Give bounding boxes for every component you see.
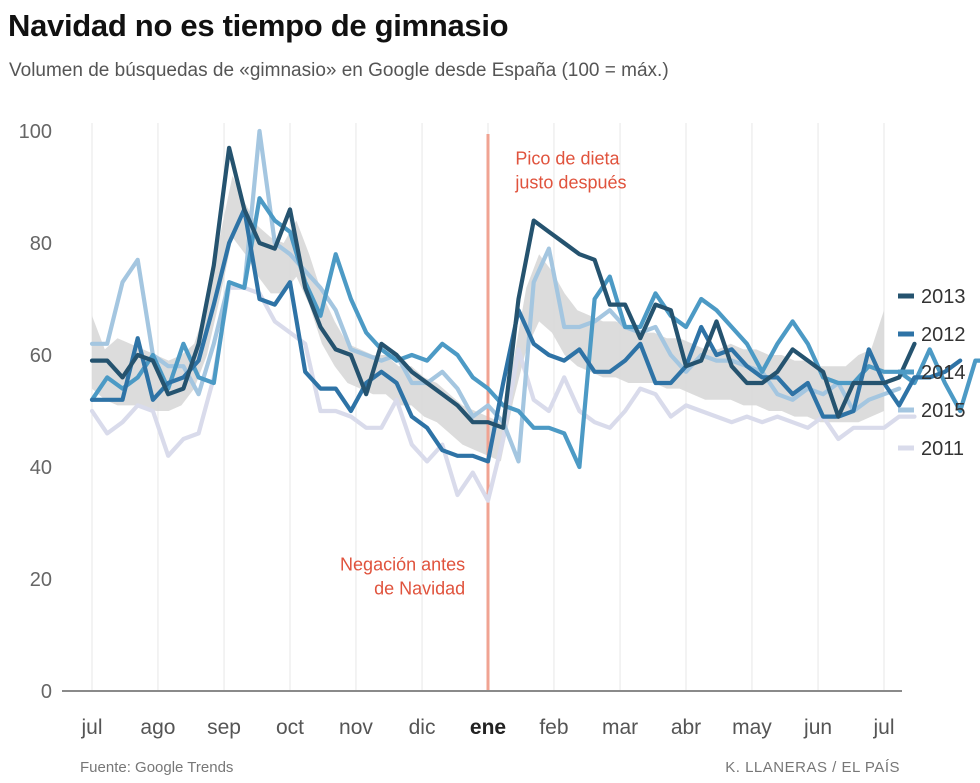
chart-title: Navidad no es tiempo de gimnasio	[8, 8, 509, 43]
annotation-text: Negación antes	[340, 555, 465, 575]
legend-label: 2011	[921, 438, 964, 460]
x-tick-label: abr	[671, 716, 701, 739]
y-tick-label: 20	[30, 569, 52, 591]
annotations: Pico de dieta justo después Negación antes…	[340, 149, 626, 599]
x-tick-label: jun	[803, 716, 832, 739]
annotation-text: de Navidad	[374, 579, 465, 599]
x-tick-label: jul	[872, 716, 894, 739]
x-tick-label: oct	[276, 716, 304, 739]
x-tick-label: may	[732, 716, 772, 739]
range-band	[92, 175, 884, 462]
legend-label: 2015	[921, 400, 966, 422]
x-tick-label: jul	[80, 716, 102, 739]
y-tick-label: 0	[41, 681, 52, 703]
legend-label: 2013	[921, 286, 966, 308]
x-tick-label: ago	[140, 716, 175, 739]
x-tick-label: sep	[207, 716, 241, 739]
y-tick-label: 60	[30, 345, 52, 367]
x-tick-label: ene	[470, 716, 506, 739]
axes: jul ago sep oct nov dic ene feb mar abr may jun jul 0…	[19, 121, 902, 739]
legend: 2013 2012 2014 2015 2011	[898, 286, 966, 460]
y-tick-label: 40	[30, 457, 52, 479]
series-lines	[89, 128, 980, 503]
average-range-band	[92, 175, 884, 462]
series-line-2014	[89, 196, 980, 470]
author-credit: K. LLANERAS / EL PAÍS	[725, 759, 900, 776]
x-tick-label: mar	[602, 716, 638, 739]
series-line-2013	[89, 145, 917, 430]
series-line-2012	[89, 207, 963, 464]
annotation-text: Pico de dieta	[515, 149, 620, 169]
x-tick-label: dic	[409, 716, 436, 739]
x-tick-label: nov	[339, 716, 373, 739]
legend-label: 2014	[921, 362, 966, 384]
source-note: Fuente: Google Trends	[80, 759, 234, 776]
y-tick-label: 100	[19, 121, 52, 143]
legend-label: 2012	[921, 324, 966, 346]
x-tick-label: feb	[539, 716, 568, 739]
annotation-text: justo después	[514, 173, 626, 193]
y-tick-label: 80	[30, 233, 52, 255]
chart-subtitle: Volumen de búsquedas de «gimnasio» en Go…	[9, 60, 669, 81]
